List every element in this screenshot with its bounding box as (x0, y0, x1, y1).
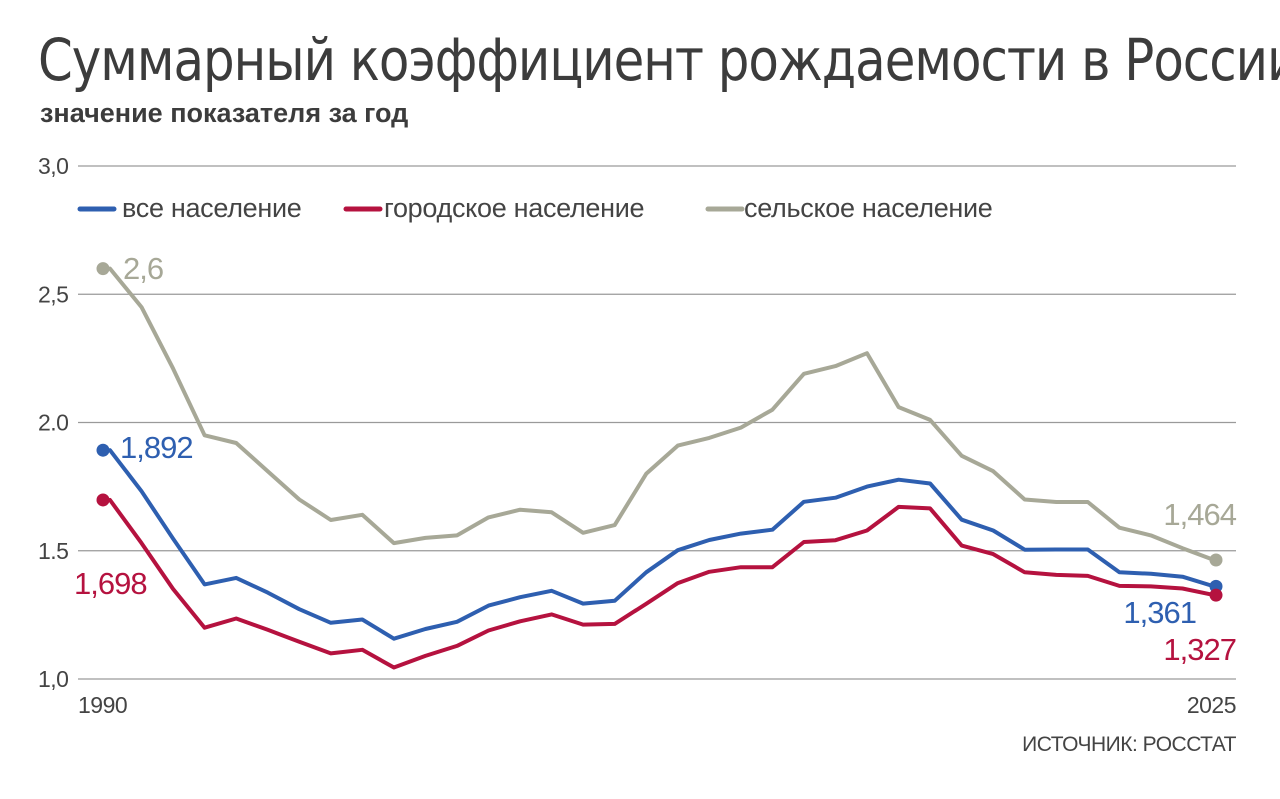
y-axis-ticks: 1,0 1.5 2.0 2,5 3,0 (38, 153, 69, 692)
data-label: 1,361 (1123, 595, 1196, 630)
grid-lines (78, 165, 1236, 680)
end-point (1209, 588, 1223, 602)
data-label: 1,327 (1163, 632, 1236, 667)
y-tick-label: 2,5 (38, 281, 68, 307)
data-label: 1,892 (120, 430, 193, 465)
source-note: ИСТОЧНИК: РОССТАТ (1022, 733, 1236, 756)
y-tick-label: 1.5 (38, 538, 68, 564)
x-tick-label: 2025 (1187, 692, 1236, 718)
y-tick-label: 1,0 (38, 666, 68, 692)
y-tick-label: 3,0 (38, 153, 68, 179)
end-point (1209, 553, 1223, 567)
legend-label: сельское население (744, 193, 993, 223)
legend-label: городское население (384, 193, 644, 223)
start-point (96, 443, 110, 457)
series-line (108, 498, 1216, 670)
series-lines (108, 266, 1216, 670)
chart-title: Суммарный коэффициент рождаемости в Росс… (38, 26, 1280, 94)
start-point (96, 493, 110, 507)
series-line (108, 266, 1216, 562)
x-axis-ticks: 1990 2025 (78, 692, 1237, 718)
legend: все население городское население сельское… (77, 193, 993, 223)
series-line (108, 448, 1216, 641)
y-tick-label: 2.0 (38, 410, 68, 436)
data-label: 2,6 (123, 251, 163, 286)
chart-subtitle: значение показателя за год (40, 98, 409, 128)
start-point (96, 262, 110, 276)
data-label: 1,464 (1163, 497, 1236, 532)
x-tick-label: 1990 (78, 692, 127, 718)
legend-label: все население (122, 193, 301, 223)
data-label: 1,698 (74, 566, 147, 601)
